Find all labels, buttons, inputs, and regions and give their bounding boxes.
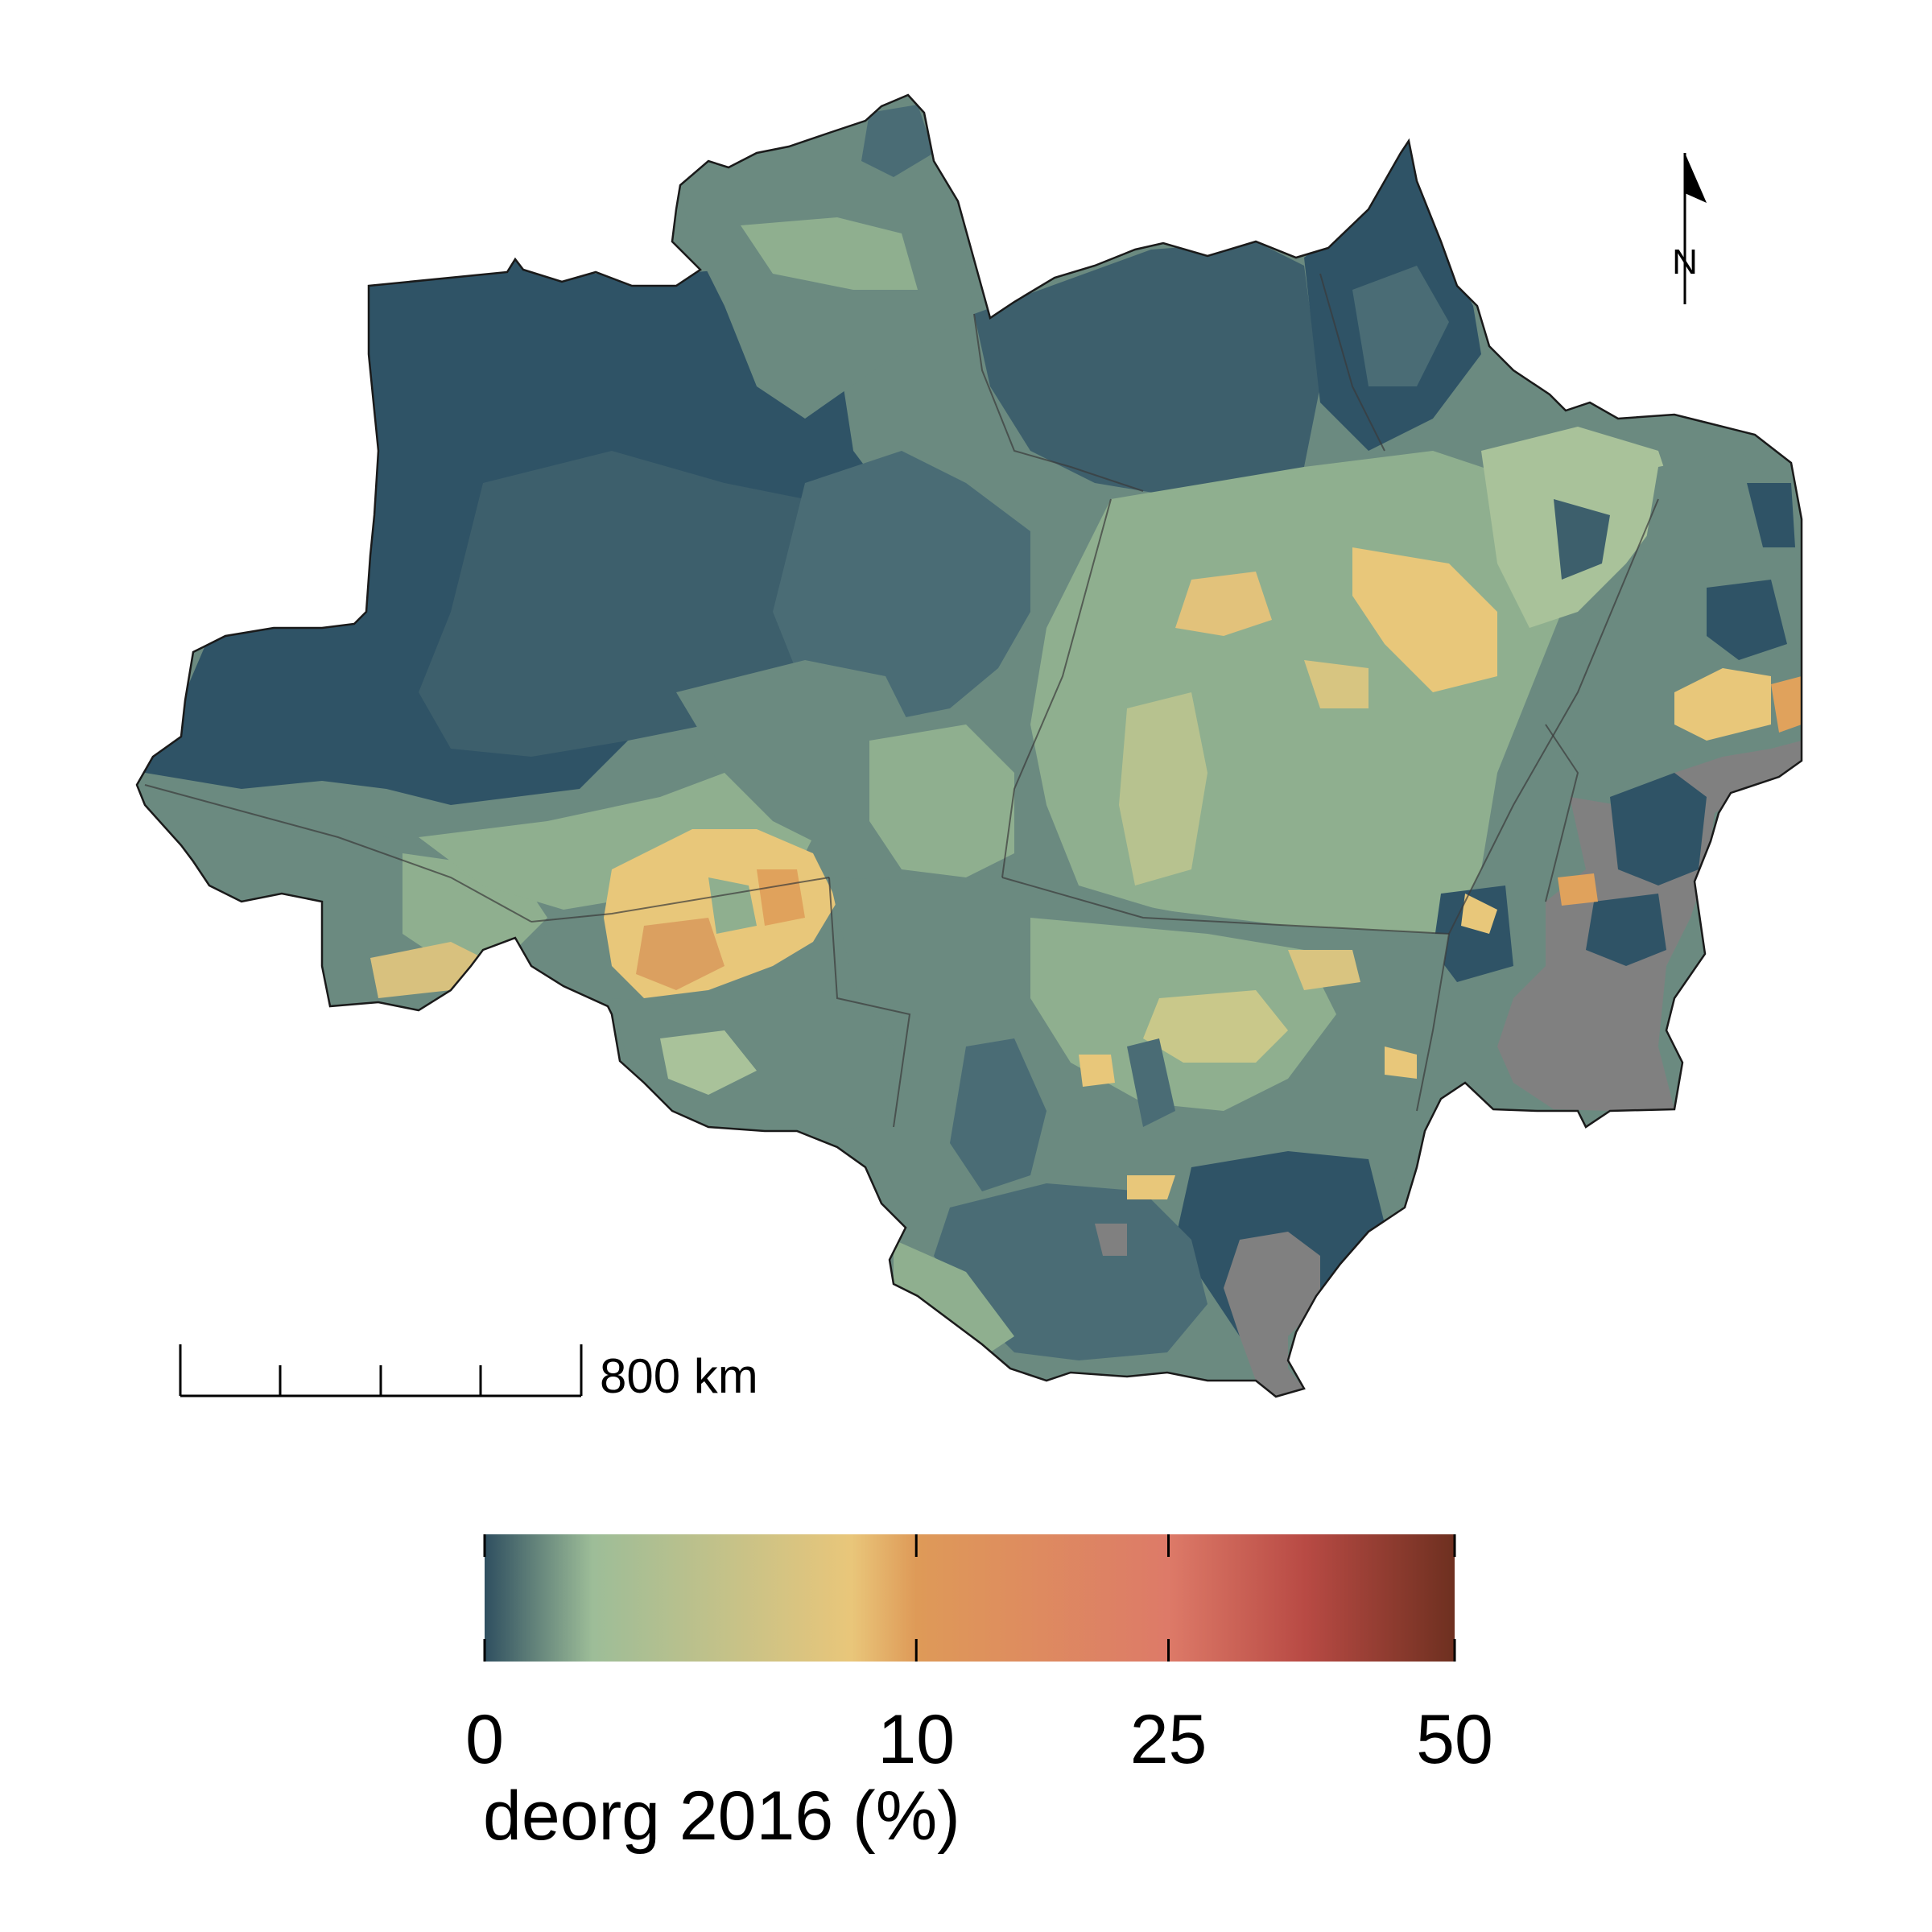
legend-tick-label: 10 — [877, 1701, 955, 1778]
region-mato-grosso-grey — [1224, 1232, 1320, 1397]
region-para-northeast-dark — [1554, 499, 1610, 580]
legend-tick-label: 25 — [1130, 1701, 1208, 1778]
legend-title: deorg 2016 (%) — [483, 1777, 960, 1855]
region-tocantins-yellow — [1461, 894, 1497, 934]
region-amapa-inner — [1352, 266, 1449, 386]
region-rondonia-orange-1 — [636, 918, 724, 990]
region-maranhao-yellow — [1674, 668, 1771, 741]
amazon-outline — [135, 93, 1803, 1398]
choropleth-map — [135, 93, 1803, 1398]
scale-bar-label: 800 km — [600, 1349, 758, 1403]
north-arrow-label: N — [1672, 242, 1698, 282]
region-roraima-light — [741, 217, 918, 290]
region-para-north — [974, 242, 1320, 499]
north-arrow: N — [1672, 153, 1707, 304]
border-mato-grosso-para — [1001, 877, 1450, 935]
scale-bar: 800 km — [179, 1344, 758, 1403]
region-maranhao-dark-1 — [1707, 580, 1787, 660]
border-acre-amazonas — [144, 784, 532, 923]
state-borders — [144, 273, 1659, 1128]
map-regions — [137, 97, 1802, 1397]
region-maranhao-orange — [1771, 676, 1802, 733]
legend-tick-labels: 0 10 25 50 — [465, 1701, 1493, 1778]
region-rondonia-south-light — [660, 1030, 757, 1095]
region-para-yellow-2 — [1352, 547, 1497, 692]
region-mato-grosso-teal-2 — [1127, 1038, 1175, 1127]
border-mato-grosso-tocantins — [1416, 933, 1450, 1112]
region-mato-grosso-southwest — [894, 1240, 1014, 1368]
border-rondonia-mato-grosso — [828, 877, 911, 1128]
legend: 0 10 25 50 deorg 2016 (%) — [465, 1534, 1493, 1855]
region-para-yellow-1 — [1175, 572, 1272, 636]
region-mato-grosso-south-teal — [934, 1183, 1208, 1360]
border-amazonas-rondonia — [530, 877, 830, 923]
border-amazonas-para — [1001, 498, 1112, 878]
region-tocantins-dark — [1610, 773, 1707, 886]
region-roraima-north — [861, 105, 934, 177]
region-mato-grosso-teal — [950, 1038, 1046, 1191]
region-maranhao-dark-2 — [1747, 483, 1795, 547]
legend-tick-label: 50 — [1416, 1701, 1493, 1778]
legend-tick-label: 0 — [465, 1701, 504, 1778]
region-amazonas-south-2 — [869, 724, 1014, 877]
region-rondonia-orange-2 — [757, 869, 805, 926]
region-amazonas-south-mid — [676, 660, 918, 853]
region-mato-grosso-yellow-3 — [1288, 950, 1360, 990]
region-para-khaki — [1119, 692, 1208, 886]
legend-ticks — [483, 1534, 1456, 1662]
region-mato-grosso-yellow-4 — [1127, 1175, 1175, 1199]
region-para-yellow-3 — [1304, 660, 1368, 708]
region-mato-grosso-khaki — [1143, 990, 1288, 1063]
region-tocantins-orange — [1558, 873, 1598, 906]
north-arrow-head — [1685, 153, 1707, 203]
border-para-tocantins — [1448, 498, 1659, 935]
border-amapa-para — [1319, 273, 1385, 452]
region-mato-grosso-grey-2 — [1095, 1224, 1127, 1256]
legend-colorbar — [485, 1534, 1455, 1662]
region-tocantins-dark-2 — [1586, 894, 1666, 966]
region-mato-grosso-yellow-2 — [1385, 1046, 1417, 1079]
border-tocantins-maranhao — [1545, 724, 1579, 902]
region-amazonas-east — [773, 451, 1030, 724]
region-mato-grosso-yellow-1 — [1079, 1055, 1115, 1087]
region-rondonia-south — [612, 990, 894, 1131]
border-roraima-amazonas — [973, 313, 1144, 492]
